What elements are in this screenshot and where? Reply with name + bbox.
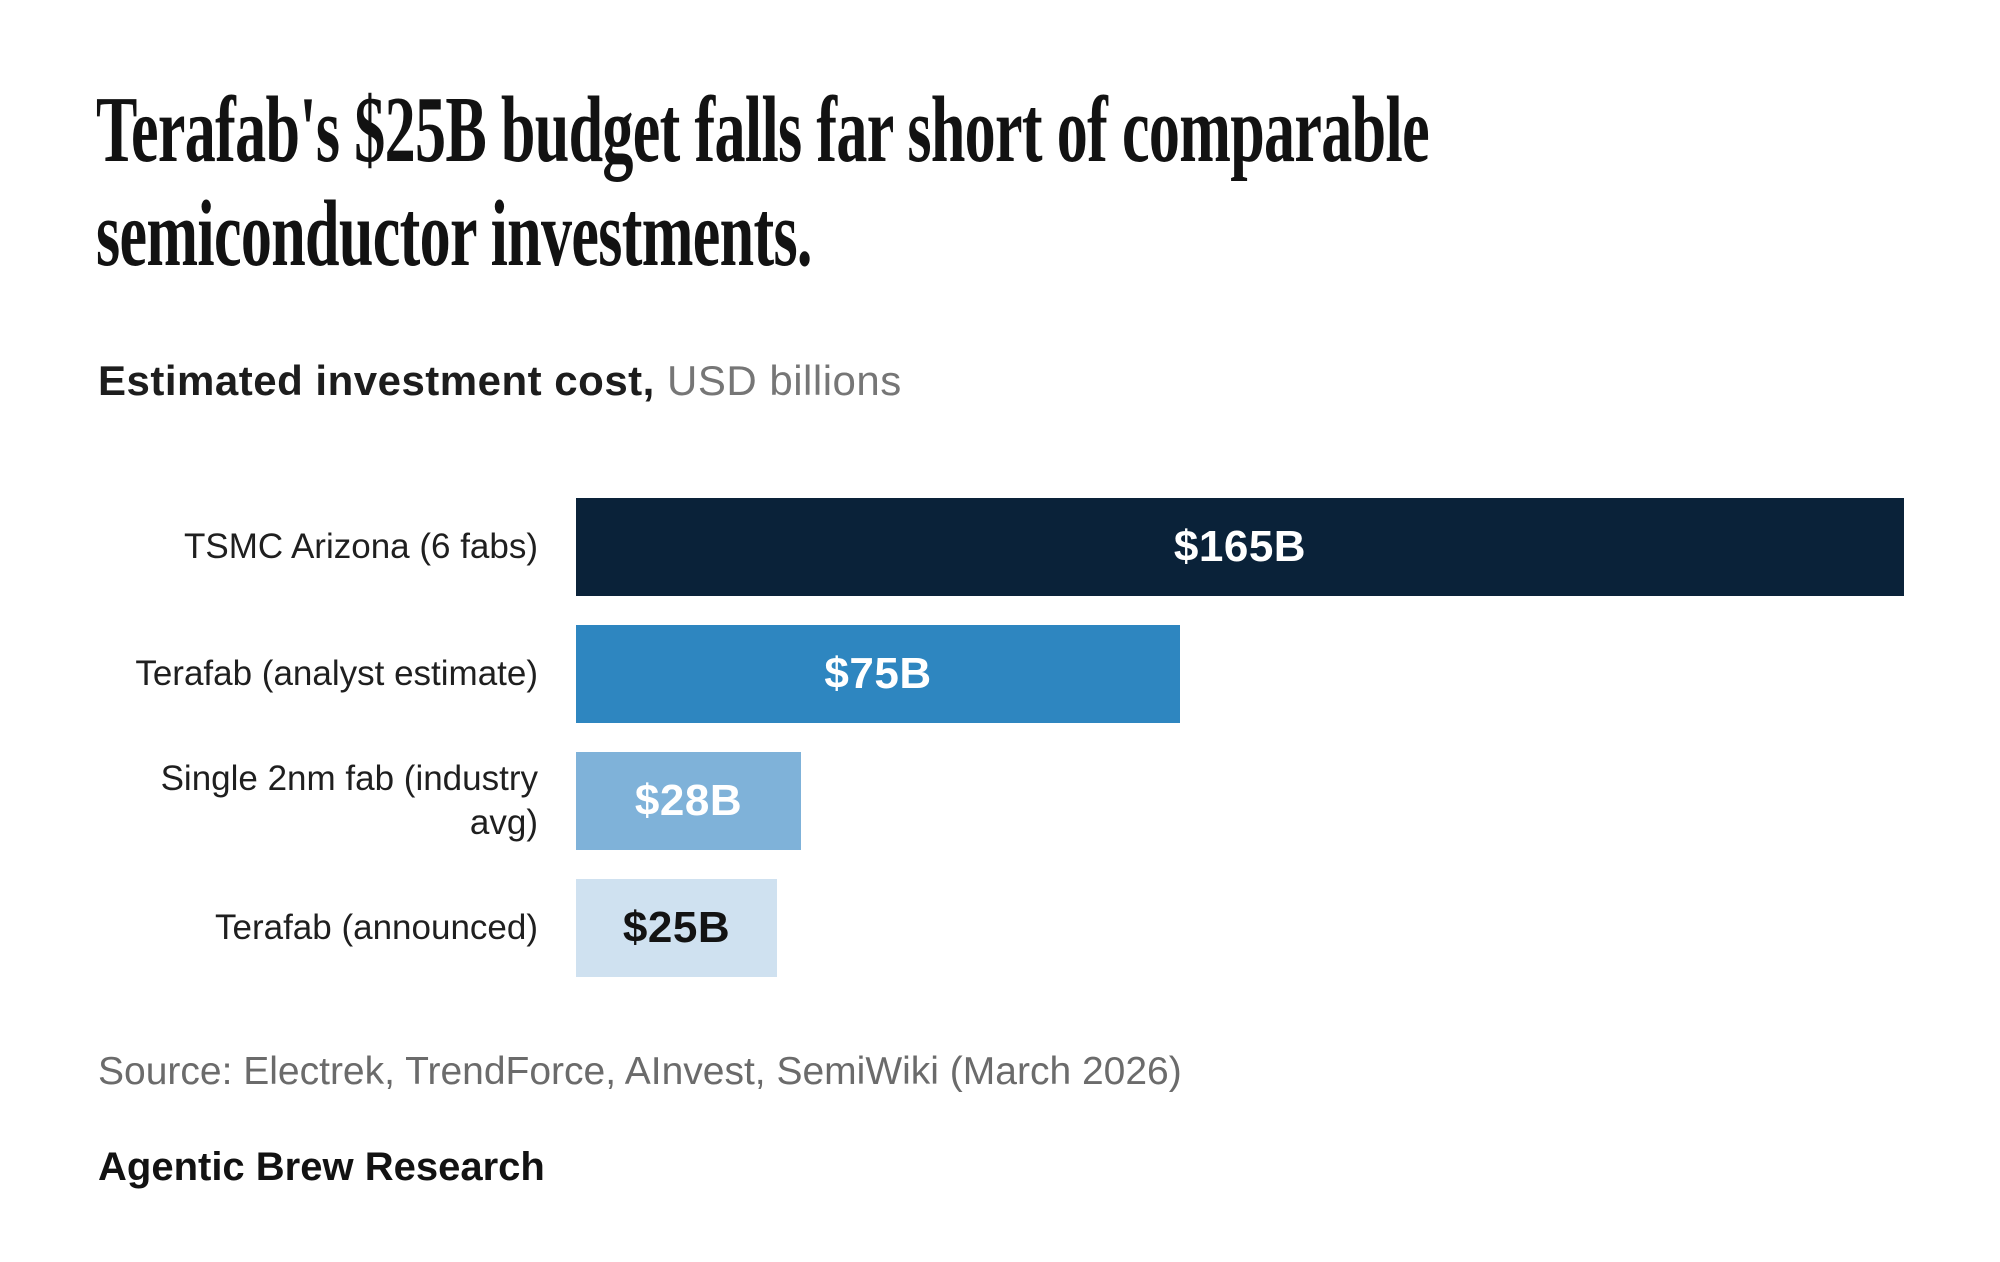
subtitle-measure: Estimated investment cost, — [98, 357, 655, 404]
chart-row: Single 2nm fab (industry avg) $28B — [0, 752, 2000, 850]
bar-chart: TSMC Arizona (6 fabs) $165B Terafab (ana… — [0, 498, 2000, 980]
chart-row: TSMC Arizona (6 fabs) $165B — [0, 498, 2000, 596]
headline-line-1: Terafab's $25B budget falls far short of… — [96, 78, 1430, 182]
headline-line-2: semiconductor investments. — [96, 182, 812, 286]
value-label: $25B — [622, 903, 731, 952]
bar: $28B — [576, 752, 801, 850]
subtitle-unit: USD billions — [654, 357, 902, 404]
brand-footer: Agentic Brew Research — [98, 1145, 545, 1189]
chart-headline: Terafab's $25B budget falls far short of… — [96, 78, 1430, 286]
value-label: $165B — [1173, 522, 1307, 571]
chart-subtitle: Estimated investment cost, USD billions — [98, 356, 902, 406]
value-label: $28B — [634, 776, 743, 825]
category-label: TSMC Arizona (6 fabs) — [184, 527, 538, 566]
source-note: Source: Electrek, TrendForce, AInvest, S… — [98, 1050, 1182, 1093]
category-label: Terafab (analyst estimate) — [135, 654, 538, 693]
value-label: $75B — [824, 649, 932, 698]
chart-row: Terafab (analyst estimate) $75B — [0, 625, 2000, 723]
bar: $75B — [576, 625, 1180, 723]
category-label: Single 2nm fab (industry avg) — [160, 759, 538, 842]
category-label: Terafab (announced) — [215, 908, 538, 947]
bar: $25B — [576, 879, 777, 977]
bar: $165B — [576, 498, 1904, 596]
chart-row: Terafab (announced) $25B — [0, 879, 2000, 977]
